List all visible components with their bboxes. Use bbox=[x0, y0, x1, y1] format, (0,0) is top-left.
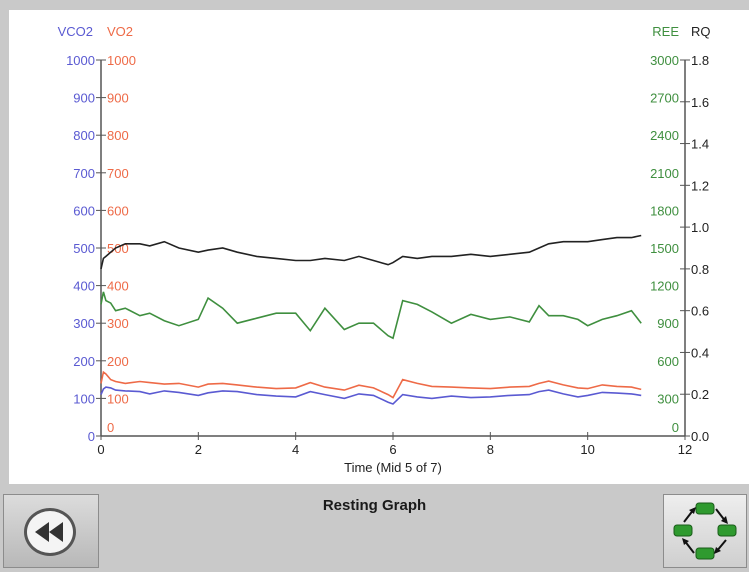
rq-tick-label: 0.8 bbox=[691, 262, 709, 277]
vo2-axis-title: VO2 bbox=[107, 24, 133, 39]
ree-tick-label: 600 bbox=[657, 354, 679, 369]
rq-tick-label: 1.4 bbox=[691, 137, 709, 152]
ree-tick-label: 3000 bbox=[650, 53, 679, 68]
screen-title: Resting Graph bbox=[0, 497, 749, 514]
back-button-circle bbox=[24, 508, 76, 556]
vco2-tick-label: 0 bbox=[88, 429, 95, 444]
vo2-tick-label: 900 bbox=[107, 91, 129, 106]
ree-tick-label: 1200 bbox=[650, 279, 679, 294]
vo2-tick-label: 400 bbox=[107, 279, 129, 294]
back-button[interactable] bbox=[3, 494, 99, 568]
vco2-tick-label: 900 bbox=[73, 91, 95, 106]
vco2-tick-label: 800 bbox=[73, 128, 95, 143]
vco2-tick-label: 1000 bbox=[66, 53, 95, 68]
vo2-tick-label: 1000 bbox=[107, 53, 136, 68]
ree-tick-label: 1800 bbox=[650, 203, 679, 218]
ree-tick-label: 0 bbox=[672, 420, 679, 435]
chart-panel: 0 100 200 300 400 500 600 700 800 900 1000 0 100 200 3… bbox=[9, 10, 749, 484]
vo2-tick-label: 0 bbox=[107, 420, 114, 435]
rq-tick-label: 0.4 bbox=[691, 345, 709, 360]
x-tick-label: 0 bbox=[97, 442, 104, 457]
x-tick-label: 2 bbox=[195, 442, 202, 457]
vo2-tick-label: 100 bbox=[107, 391, 129, 406]
rq-tick-label: 0.6 bbox=[691, 304, 709, 319]
vco2-tick-label: 100 bbox=[73, 391, 95, 406]
vco2-tick-label: 500 bbox=[73, 241, 95, 256]
rq-tick-label: 0.0 bbox=[691, 429, 709, 444]
ree-tick-label: 2700 bbox=[650, 91, 679, 106]
x-tick-label: 12 bbox=[678, 442, 692, 457]
rq-tick-label: 1.2 bbox=[691, 178, 709, 193]
vo2-tick-label: 600 bbox=[107, 203, 129, 218]
rq-tick-label: 1.0 bbox=[691, 220, 709, 235]
ree-tick-label: 1500 bbox=[650, 241, 679, 256]
ree-tick-label: 300 bbox=[657, 391, 679, 406]
ree-tick-label: 900 bbox=[657, 316, 679, 331]
rq-tick-label: 0.2 bbox=[691, 387, 709, 402]
cycle-button[interactable] bbox=[663, 494, 747, 568]
series-line-ree bbox=[101, 292, 641, 338]
x-tick-label: 4 bbox=[292, 442, 299, 457]
ree-tick-label: 2400 bbox=[650, 128, 679, 143]
vo2-tick-label: 800 bbox=[107, 128, 129, 143]
rq-tick-label: 1.6 bbox=[691, 95, 709, 110]
vco2-tick-label: 400 bbox=[73, 279, 95, 294]
vco2-tick-label: 200 bbox=[73, 354, 95, 369]
ree-tick-label: 2100 bbox=[650, 166, 679, 181]
series-line-vco2 bbox=[101, 387, 641, 404]
rq-axis-title: RQ bbox=[691, 24, 711, 39]
vco2-tick-label: 300 bbox=[73, 316, 95, 331]
vo2-tick-label: 700 bbox=[107, 166, 129, 181]
vco2-tick-label: 700 bbox=[73, 166, 95, 181]
vco2-axis-title: VCO2 bbox=[58, 24, 93, 39]
vco2-tick-label: 600 bbox=[73, 203, 95, 218]
x-tick-label: 6 bbox=[389, 442, 396, 457]
x-tick-label: 8 bbox=[487, 442, 494, 457]
rewind-icon bbox=[27, 511, 73, 553]
vo2-tick-label: 200 bbox=[107, 354, 129, 369]
x-axis-title: Time (Mid 5 of 7) bbox=[344, 460, 442, 475]
series-line-rq bbox=[101, 236, 641, 269]
resting-chart: 0100200300400500600700800900100001002003… bbox=[9, 10, 749, 484]
vo2-tick-label: 300 bbox=[107, 316, 129, 331]
cycle-arrows-icon bbox=[664, 495, 746, 567]
rq-tick-label: 1.8 bbox=[691, 53, 709, 68]
x-tick-label: 10 bbox=[580, 442, 594, 457]
ree-axis-title: REE bbox=[652, 24, 679, 39]
